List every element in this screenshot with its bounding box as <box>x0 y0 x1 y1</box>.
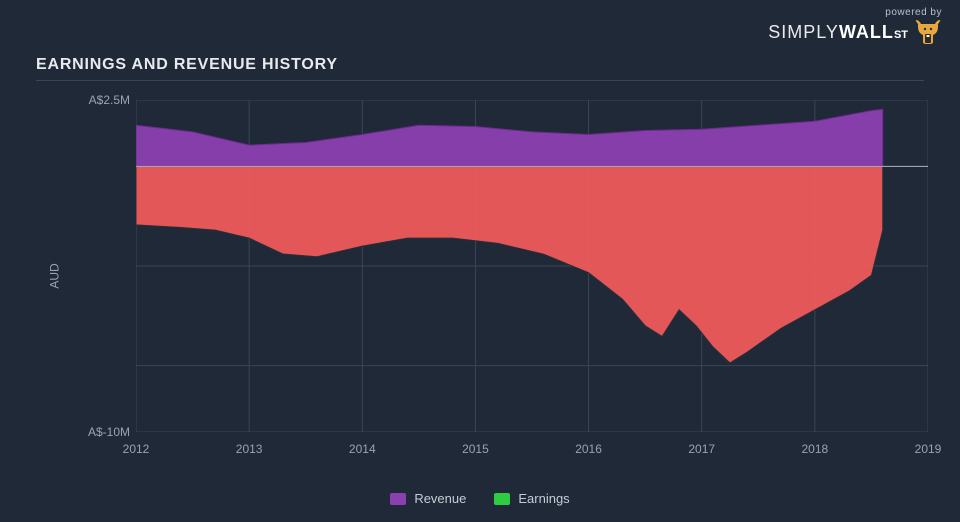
chart-title: EARNINGS AND REVENUE HISTORY <box>36 56 338 74</box>
chart-legend: Revenue Earnings <box>0 491 960 506</box>
brand-wordmark: SIMPLYWALLST <box>768 23 908 42</box>
title-divider <box>36 80 924 81</box>
y-tick-label-top: A$2.5M <box>66 93 130 107</box>
x-tick-label: 2013 <box>236 442 263 456</box>
brand-logo: powered by SIMPLYWALLST <box>768 8 942 44</box>
x-tick-label: 2018 <box>801 442 828 456</box>
legend-label-earnings: Earnings <box>518 491 569 506</box>
legend-item-earnings: Earnings <box>494 491 569 506</box>
y-tick-label-bottom: A$-10M <box>66 425 130 439</box>
series-revenue <box>136 109 883 166</box>
y-axis-label: AUD <box>48 263 62 288</box>
powered-by-label: powered by <box>768 8 942 18</box>
chart-svg <box>136 100 928 432</box>
x-tick-label: 2019 <box>915 442 942 456</box>
plot-area <box>136 100 928 432</box>
x-tick-label: 2012 <box>123 442 150 456</box>
legend-swatch-earnings <box>494 493 510 505</box>
legend-item-revenue: Revenue <box>390 491 466 506</box>
x-tick-label: 2017 <box>688 442 715 456</box>
chart-container: AUD A$2.5M A$-10M 2012 2013 2014 2015 2016 20… <box>36 90 938 462</box>
x-tick-label: 2014 <box>349 442 376 456</box>
x-tick-label: 2015 <box>462 442 489 456</box>
series-earnings <box>136 166 883 363</box>
legend-swatch-revenue <box>390 493 406 505</box>
bull-icon <box>914 20 942 44</box>
legend-label-revenue: Revenue <box>414 491 466 506</box>
x-tick-label: 2016 <box>575 442 602 456</box>
